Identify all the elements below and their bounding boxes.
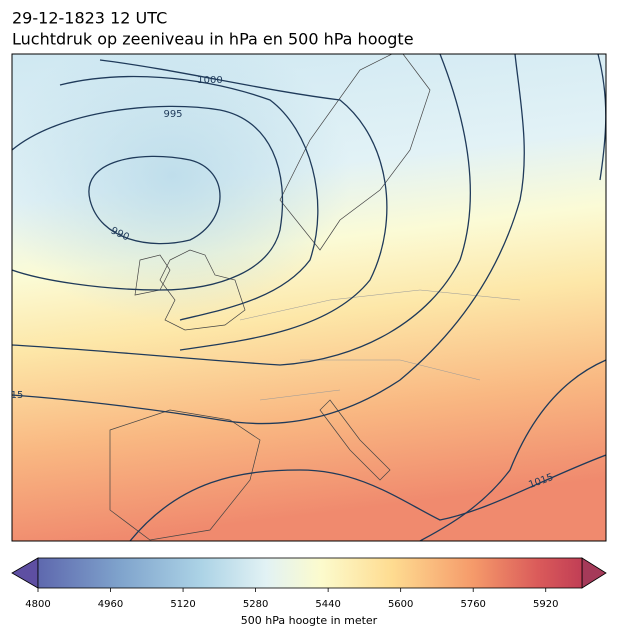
- borders: [239, 289, 521, 401]
- map: [12, 54, 606, 541]
- contour: [12, 54, 525, 425]
- colorbar-tick-label: 5600: [388, 599, 413, 610]
- coast-iberia: [109, 409, 261, 541]
- contour: [12, 105, 284, 291]
- colorbar-extend-high: [581, 557, 607, 589]
- coast-britain: [159, 249, 246, 331]
- colorbar: [11, 557, 607, 589]
- map-frame: [11, 53, 607, 542]
- contour: [99, 59, 388, 351]
- contour: [419, 359, 606, 541]
- contour: [129, 454, 606, 541]
- coast-italy: [319, 399, 391, 481]
- colorbar-tick-label: 5760: [460, 599, 485, 610]
- colorbar-tick-label: 4960: [98, 599, 123, 610]
- contour-label: 15: [11, 390, 24, 401]
- colorbar-bar: [37, 557, 583, 589]
- title: 29-12-1823 12 UTC: [12, 9, 167, 28]
- contour: [88, 155, 221, 245]
- colorbar-tick-label: 5920: [533, 599, 558, 610]
- colorbar-tick-label: 5440: [315, 599, 340, 610]
- contour-label: 995: [163, 109, 182, 120]
- low-area: [12, 54, 606, 541]
- contour: [12, 54, 472, 366]
- subtitle: Luchtdruk op zeeniveau in hPa en 500 hPa…: [12, 30, 414, 49]
- colorbar-tick-label: 5280: [243, 599, 268, 610]
- colorbar-extend-low: [11, 557, 39, 589]
- colorbar-label: 500 hPa hoogte in meter: [241, 614, 378, 627]
- colorbar-tick-label: 4800: [25, 599, 50, 610]
- colorbar-tick-label: 5120: [170, 599, 195, 610]
- contour: [59, 75, 319, 321]
- coast-scandinavia: [279, 54, 431, 251]
- contour-label: 1000: [197, 75, 222, 86]
